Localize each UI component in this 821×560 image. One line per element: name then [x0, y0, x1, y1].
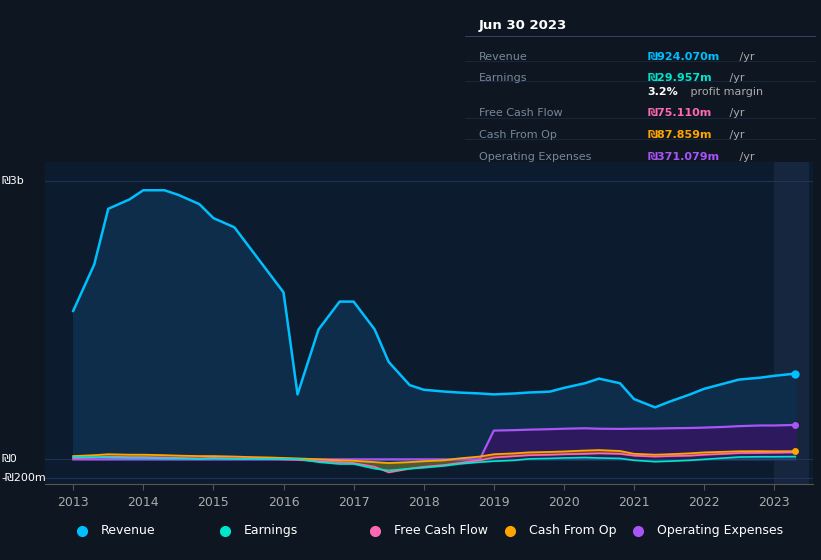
Text: Operating Expenses: Operating Expenses: [479, 152, 591, 162]
Text: /yr: /yr: [726, 130, 745, 140]
Text: /yr: /yr: [726, 73, 745, 83]
Text: profit margin: profit margin: [686, 87, 763, 97]
Text: Free Cash Flow: Free Cash Flow: [394, 524, 488, 537]
Text: ₪0: ₪0: [2, 454, 17, 464]
Text: /yr: /yr: [736, 52, 754, 62]
Text: ₪924.070m: ₪924.070m: [648, 52, 720, 62]
Text: Jun 30 2023: Jun 30 2023: [479, 19, 567, 32]
Text: Revenue: Revenue: [101, 524, 155, 537]
Text: Cash From Op: Cash From Op: [479, 130, 557, 140]
Text: ₪3b: ₪3b: [2, 176, 25, 186]
Text: ₪371.079m: ₪371.079m: [648, 152, 719, 162]
Text: ₪29.957m: ₪29.957m: [648, 73, 712, 83]
Text: 3.2%: 3.2%: [648, 87, 678, 97]
Text: ₪87.859m: ₪87.859m: [648, 130, 712, 140]
Text: Earnings: Earnings: [479, 73, 527, 83]
Text: -₪200m: -₪200m: [2, 473, 47, 483]
Text: Cash From Op: Cash From Op: [529, 524, 617, 537]
Text: /yr: /yr: [726, 109, 745, 119]
Bar: [774, 162, 810, 484]
Text: ₪75.110m: ₪75.110m: [648, 109, 712, 119]
Text: Revenue: Revenue: [479, 52, 527, 62]
Text: /yr: /yr: [736, 152, 754, 162]
Text: Operating Expenses: Operating Expenses: [657, 524, 782, 537]
Text: Free Cash Flow: Free Cash Flow: [479, 109, 562, 119]
Text: Earnings: Earnings: [244, 524, 298, 537]
